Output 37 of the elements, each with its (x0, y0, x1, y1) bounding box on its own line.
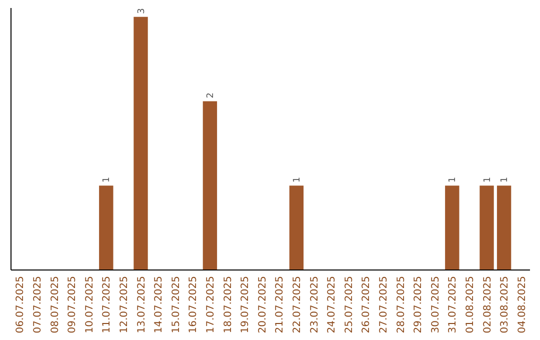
x-tick-label: 28.07.2025 (396, 276, 407, 334)
x-tick-label: 07.07.2025 (32, 276, 44, 334)
x-tick-label: 21.07.2025 (274, 276, 286, 334)
x-tick-label: 13.07.2025 (136, 276, 148, 334)
x-tick-label: 24.07.2025 (326, 276, 338, 334)
x-tick-label: 18.07.2025 (222, 276, 234, 334)
x-tick-label: 02.08.2025 (482, 276, 494, 334)
x-tick-label: 16.07.2025 (188, 276, 200, 334)
x-tick-label: 03.08.2025 (500, 276, 511, 334)
data-label: 1 (102, 176, 112, 183)
x-tick-label: 19.07.2025 (240, 276, 252, 334)
x-tick-label: 04.08.2025 (516, 276, 528, 334)
x-tick-label: 15.07.2025 (170, 276, 182, 334)
data-label: 2 (206, 92, 216, 98)
x-tick-label: 29.07.2025 (413, 276, 424, 334)
x-tick-label: 25.07.2025 (344, 276, 355, 334)
data-label: 1 (448, 176, 458, 183)
data-label: 3 (136, 8, 147, 14)
x-tick-label: 30.07.2025 (430, 276, 442, 334)
x-tick-label: 12.07.2025 (118, 276, 130, 334)
x-tick-label: 23.07.2025 (309, 276, 320, 334)
x-tick-label: 06.07.2025 (15, 276, 26, 334)
x-tick-label: 27.07.2025 (378, 276, 390, 334)
x-tick-label: 26.07.2025 (361, 276, 372, 334)
x-tick-label: 09.07.2025 (67, 276, 78, 334)
x-tick-label: 22.07.2025 (292, 276, 303, 334)
x-tick-label: 10.07.2025 (84, 276, 96, 334)
x-tick-label: 01.08.2025 (464, 276, 476, 334)
x-tick-label: 17.07.2025 (205, 276, 216, 334)
data-label: 1 (500, 176, 510, 183)
data-label: 1 (292, 176, 302, 183)
data-label: 1 (482, 176, 493, 183)
x-tick-label: 14.07.2025 (154, 276, 165, 334)
x-tick-label: 20.07.2025 (257, 276, 268, 334)
x-tick-label: 31.07.2025 (448, 276, 459, 334)
x-tick-label: 08.07.2025 (50, 276, 61, 334)
x-tick-label: 11.07.2025 (102, 276, 113, 334)
